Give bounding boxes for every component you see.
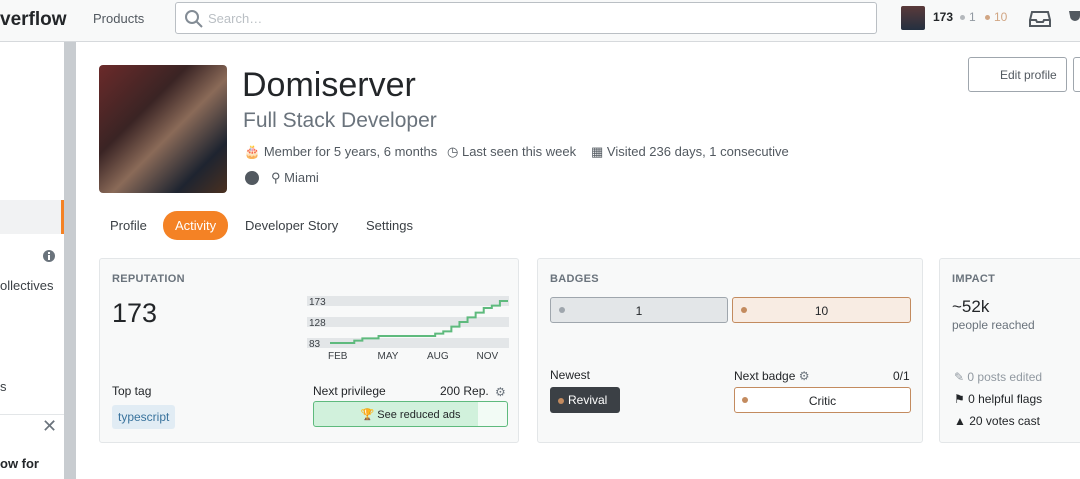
card-heading: REPUTATION	[112, 273, 185, 285]
profile-avatar	[99, 65, 227, 193]
bronze-badge-count[interactable]: 10	[732, 297, 911, 323]
divider	[0, 414, 64, 415]
sidebar-item[interactable]: ollectives	[0, 278, 54, 293]
impact-card: IMPACT ~52k people reached ✎ 0 posts edi…	[939, 258, 1080, 443]
edit-profile-button[interactable]: Edit profile	[968, 57, 1067, 92]
privilege-rep: 200 Rep.	[440, 384, 489, 398]
last-seen-text: Last seen this week	[461, 144, 577, 159]
scrollbar[interactable]	[64, 42, 76, 479]
search-placeholder: Search…	[208, 11, 263, 26]
silver-count: 1	[969, 10, 976, 24]
profile-name: Domiserver	[242, 66, 416, 104]
badge[interactable]: Revival	[550, 387, 620, 413]
privilege-progress[interactable]: 🏆 See reduced ads	[313, 401, 508, 427]
member-since: 🎂 Member for 5 years, 6 months	[244, 144, 438, 159]
silver-count: 1	[635, 304, 643, 318]
badges-card: BADGES 1 10 Newest Revival Next badge ⚙ …	[537, 258, 923, 443]
top-bar: verflow Products Search… 173 1 10	[0, 0, 1080, 42]
y-tick-label: 128	[309, 318, 326, 329]
votes-cast: ▲ 20 votes cast	[954, 414, 1040, 428]
top-rep: 173	[933, 10, 954, 24]
promo-title: ow for	[0, 456, 39, 471]
reach-value: ~52k	[952, 297, 990, 316]
reputation-value: 173	[112, 298, 158, 328]
next-badge-progress: 0/1	[893, 369, 910, 383]
location-text: Miami	[284, 170, 319, 185]
github-icon[interactable]	[244, 170, 260, 186]
info-icon[interactable]	[43, 250, 55, 262]
search-box[interactable]: Search…	[175, 2, 877, 34]
helpful-flags: ⚑ 0 helpful flags	[954, 392, 1043, 406]
logo[interactable]: verflow	[0, 9, 67, 30]
next-privilege-label: Next privilege	[313, 384, 386, 398]
grid-band	[307, 296, 509, 306]
silver-badge-count[interactable]: 1	[550, 297, 728, 323]
y-tick-label: 83	[309, 339, 321, 350]
last-seen: ◷ Last seen this week	[447, 144, 577, 159]
location: ⚲ Miami	[271, 170, 319, 185]
nav-link[interactable]: Products	[93, 11, 145, 26]
card-heading: BADGES	[550, 273, 599, 285]
gear-icon[interactable]: ⚙	[495, 385, 506, 399]
visited-text: Visited 236 days, 1 consecutive	[606, 144, 789, 159]
edit-profile-label: Edit profile	[1000, 68, 1057, 82]
top-tag-label: Top tag	[112, 384, 152, 398]
bronze-count: 10	[994, 10, 1008, 24]
grid-band	[307, 338, 509, 348]
search-icon	[185, 10, 203, 28]
newest-label: Newest	[550, 368, 591, 382]
votes-cast-text: 20 votes cast	[969, 414, 1040, 428]
user-avatar[interactable]	[901, 6, 925, 30]
y-tick-label: 173	[309, 297, 326, 308]
more-button[interactable]	[1073, 57, 1080, 92]
tab[interactable]: Profile	[110, 218, 147, 233]
tag[interactable]: typescript	[112, 405, 176, 429]
x-tick-label: FEB	[328, 351, 348, 362]
visited: ▦ Visited 236 days, 1 consecutive	[591, 144, 789, 159]
privilege-name: See reduced ads	[377, 409, 461, 421]
sidebar-active[interactable]	[0, 200, 64, 234]
bronze-count: 10	[814, 304, 829, 318]
next-badge-name: Critic	[808, 394, 837, 408]
sidebar-item[interactable]: s	[0, 379, 7, 394]
card-heading: IMPACT	[952, 273, 996, 285]
helpful-flags-text: 0 helpful flags	[968, 392, 1043, 406]
member-text: Member for 5 years, 6 months	[263, 144, 438, 159]
grid-band	[307, 317, 509, 327]
tab-active[interactable]: Activity	[163, 211, 229, 240]
top-silver: 1	[960, 10, 976, 24]
badge-name: Revival	[568, 393, 608, 407]
posts-edited: ✎ 0 posts edited	[954, 370, 1043, 384]
sidebar: ollectives s ✕ ow for	[0, 42, 64, 479]
achievements-icon[interactable]	[1068, 8, 1080, 28]
profile-title: Full Stack Developer	[243, 109, 437, 132]
x-tick-label: NOV	[477, 351, 499, 362]
next-badge[interactable]: Critic	[734, 387, 911, 413]
close-icon[interactable]: ✕	[42, 416, 58, 436]
posts-edited-text: 0 posts edited	[967, 370, 1043, 384]
reputation-chart: 173 128 83 FEB MAY AUG NOV	[307, 296, 509, 362]
x-tick-label: MAY	[378, 351, 399, 362]
reach-label: people reached	[952, 318, 1035, 332]
top-bronze: 10	[985, 10, 1007, 24]
inbox-icon[interactable]	[1029, 8, 1051, 28]
x-tick-label: AUG	[427, 351, 449, 362]
next-badge-text: Next badge	[734, 369, 796, 383]
tab[interactable]: Developer Story	[245, 218, 339, 233]
reputation-card: REPUTATION 173 173 128 83 FEB MAY AUG NOV Top …	[99, 258, 519, 443]
reputation-line	[330, 300, 508, 344]
tab[interactable]: Settings	[366, 218, 413, 233]
next-badge-label: Next badge ⚙	[734, 369, 810, 383]
